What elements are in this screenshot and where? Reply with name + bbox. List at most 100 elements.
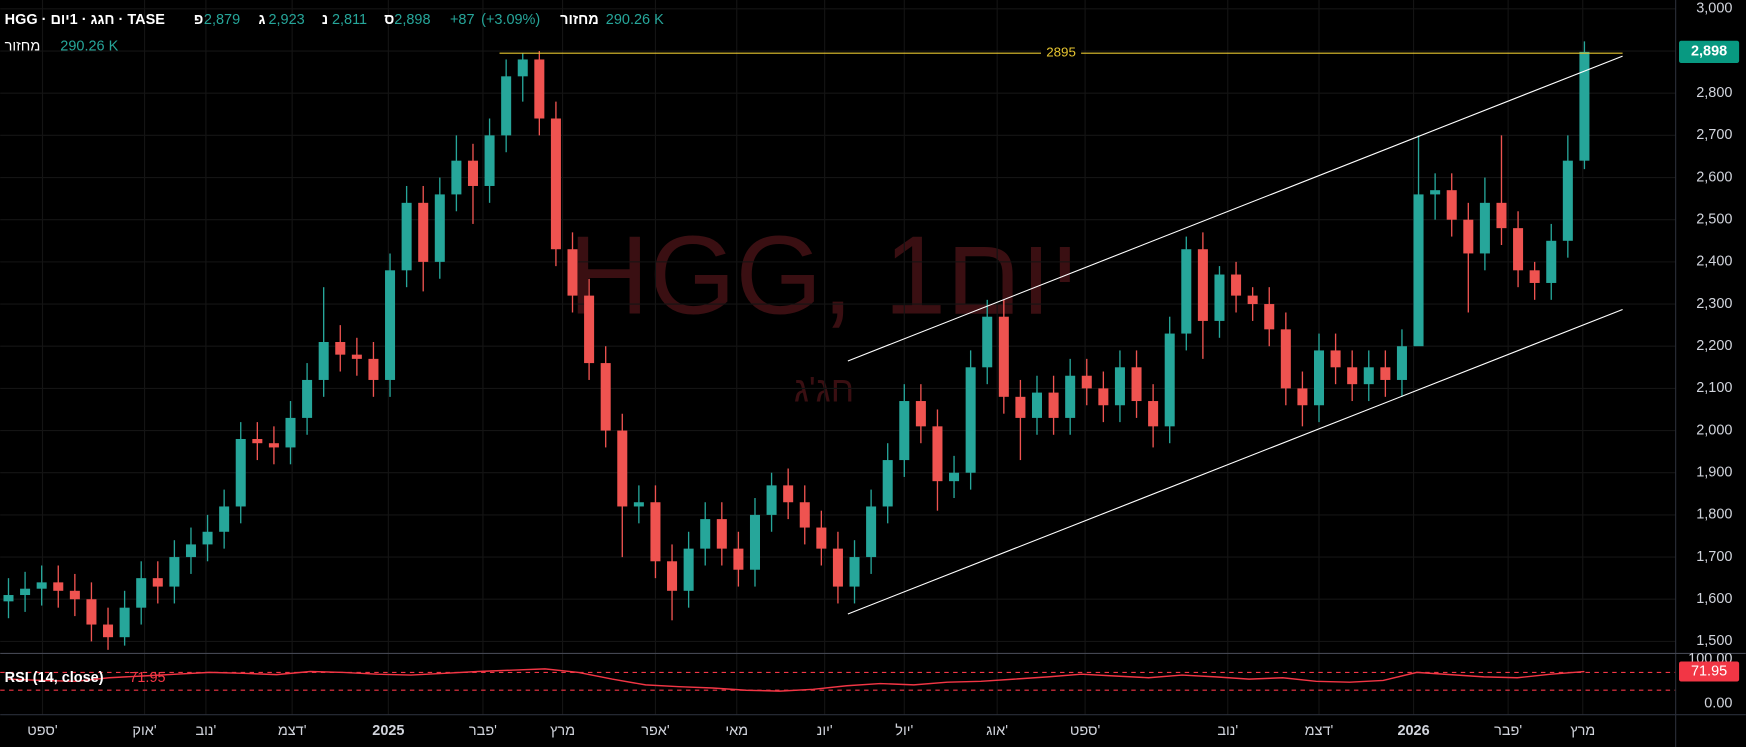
y-tick-label: 2,300 — [1696, 296, 1732, 312]
plot: 2895 — [0, 0, 1676, 715]
candle-body — [103, 624, 114, 638]
high-value: 2,923 — [268, 12, 304, 28]
candle-body — [584, 295, 595, 364]
candle-body — [949, 472, 960, 482]
candle-body — [235, 438, 246, 507]
low-label: נ — [322, 12, 328, 28]
candle-body — [749, 514, 760, 570]
candle-body — [136, 578, 147, 608]
candle-body — [1363, 367, 1374, 385]
candle-body — [849, 557, 860, 587]
candle-body — [915, 401, 926, 427]
watermark-subtitle: חג'ג — [794, 369, 854, 409]
rsi-value: 71.95 — [129, 670, 165, 686]
x-tick-label: 2026 — [1397, 723, 1429, 739]
candle-body — [1247, 295, 1258, 305]
x-tick-label: נוב' — [195, 723, 216, 739]
close-label: ס — [384, 12, 394, 28]
rsi-line — [8, 668, 1585, 692]
change: +87 — [450, 12, 475, 28]
volume-label: מחזור — [5, 39, 41, 55]
candle-body — [351, 354, 362, 359]
candle-body — [501, 76, 512, 136]
y-tick-label: 2,700 — [1696, 127, 1732, 143]
candle-body — [633, 502, 644, 507]
y-tick-label: 3,000 — [1696, 1, 1732, 17]
candle-body — [1396, 346, 1407, 380]
x-tick-label: אפר' — [641, 723, 670, 739]
candle-body — [932, 426, 943, 482]
candle-body — [53, 582, 64, 591]
open-label: פ — [194, 12, 203, 28]
candle-body — [1031, 392, 1043, 418]
candle-body — [733, 548, 744, 570]
candle-body — [119, 607, 130, 638]
candle-body — [268, 443, 279, 448]
candle-body — [20, 588, 31, 596]
candle-body — [467, 160, 478, 186]
candle-body — [832, 548, 843, 587]
close-value: 2,898 — [394, 12, 430, 28]
candle-body — [1562, 160, 1573, 241]
y-tick-label: 2,800 — [1696, 85, 1732, 101]
candle-body — [1513, 228, 1524, 271]
candle-body — [1114, 367, 1125, 406]
candle-body — [335, 342, 346, 355]
candle-body — [1231, 274, 1242, 296]
x-tick-label: פבר' — [469, 723, 497, 739]
x-tick-label: יול' — [895, 722, 913, 739]
volume-label: מחזור — [560, 12, 599, 28]
candle-body — [600, 363, 611, 431]
candle-body — [1280, 329, 1291, 389]
volume-value: 290.26 K — [60, 39, 118, 55]
candle-body — [1197, 249, 1208, 321]
candle-body — [1446, 190, 1457, 220]
candle-body — [766, 485, 777, 515]
channel-line — [847, 55, 1623, 362]
last-price-label: 2,898 — [1691, 44, 1727, 60]
y-tick-label: 2,400 — [1696, 254, 1732, 270]
watermark: HGG, 1יום — [569, 212, 1080, 337]
x-tick-label: ספט' — [1070, 723, 1101, 739]
volume-value: 290.26 K — [606, 12, 664, 28]
candle-body — [683, 548, 694, 591]
candle-body — [567, 249, 578, 296]
candle-body — [965, 367, 976, 473]
candle-body — [185, 544, 196, 558]
high-label: ג — [258, 12, 265, 28]
candle-body — [1065, 375, 1076, 418]
open-value: 2,879 — [204, 12, 240, 28]
x-tick-label: אוג' — [986, 723, 1008, 739]
candle-body — [202, 531, 213, 545]
candle-body — [1430, 190, 1441, 195]
candle-body — [36, 582, 47, 589]
candle-body — [302, 379, 313, 418]
candle-body — [866, 506, 877, 558]
y-tick-label: 1,500 — [1696, 633, 1732, 649]
candle-body — [650, 502, 661, 562]
candle-body — [484, 135, 495, 186]
y-tick-label: 2,500 — [1696, 212, 1732, 228]
candle-body — [1479, 202, 1490, 254]
low-value: 2,811 — [332, 12, 367, 28]
x-tick-label: דצמ' — [278, 723, 307, 739]
candle-body — [1131, 367, 1142, 402]
x-tick-label: מרץ — [550, 723, 575, 739]
candle-body — [451, 160, 462, 195]
candle-body — [783, 485, 794, 503]
candle-body — [1330, 350, 1341, 368]
line-label: 2895 — [1046, 45, 1076, 60]
y-tick-label: 0.00 — [1704, 695, 1732, 711]
candle-body — [1264, 304, 1275, 330]
candle-body — [318, 342, 329, 380]
candle-body — [1015, 396, 1026, 418]
last-price-box — [1679, 40, 1740, 64]
rsi-title: RSI (14, close) — [5, 670, 104, 686]
candle-body — [1214, 274, 1225, 321]
candle-body — [1164, 333, 1175, 427]
y-tick-label: 2,000 — [1696, 422, 1732, 438]
candle-body — [285, 417, 296, 448]
candle-body — [882, 460, 893, 507]
candle-body — [1313, 350, 1325, 406]
